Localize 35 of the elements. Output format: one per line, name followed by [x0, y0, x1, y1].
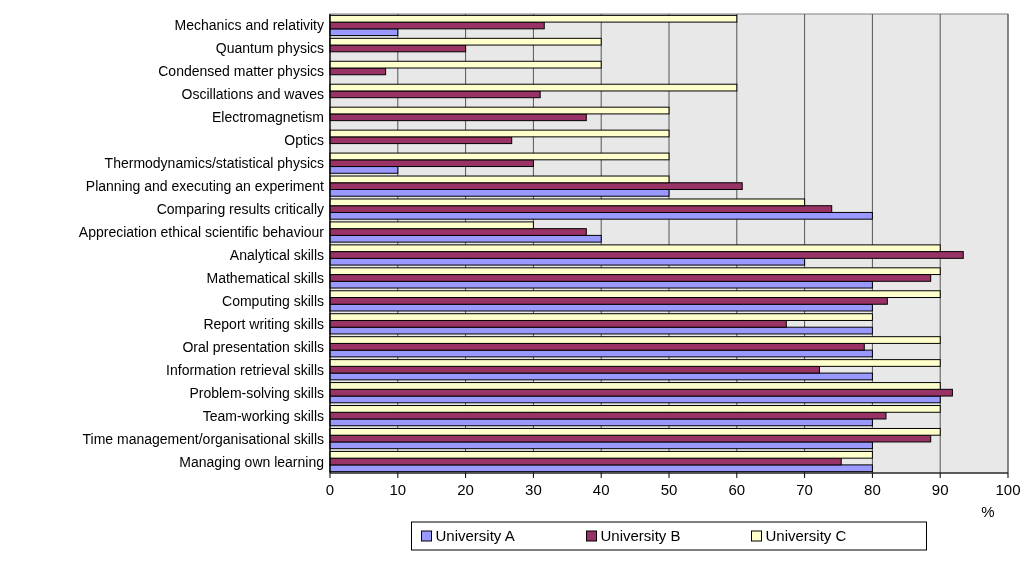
- legend-label: University B: [600, 527, 681, 544]
- y-tick-label: Computing skills: [222, 292, 324, 309]
- y-tick-label: Mechanics and relativity: [174, 17, 324, 34]
- y-tick-label: Comparing results critically: [156, 201, 324, 218]
- y-tick-label: Appreciation ethical scientific behaviour: [78, 224, 325, 241]
- x-axis-title: %: [981, 503, 995, 520]
- legend-label: University C: [765, 527, 847, 544]
- y-tick-label: Condensed matter physics: [158, 63, 324, 80]
- legend-label: University A: [435, 527, 515, 544]
- x-tick-label: 60: [728, 481, 746, 498]
- y-tick-label: Managing own learning: [179, 453, 324, 470]
- x-tick-label: 30: [525, 481, 542, 498]
- y-tick-label: Problem-solving skills: [189, 384, 324, 401]
- y-tick-label: Time management/organisational skills: [82, 430, 324, 447]
- x-tick-label: 0: [325, 481, 335, 498]
- y-tick-label: Optics: [284, 132, 324, 149]
- y-tick-label: Quantum physics: [215, 40, 324, 57]
- y-tick-label: Information retrieval skills: [166, 361, 324, 378]
- y-tick-label: Oscillations and waves: [181, 86, 324, 103]
- x-tick-label: 50: [660, 481, 678, 498]
- y-tick-label: Team-working skills: [202, 407, 324, 424]
- y-tick-label: Mathematical skills: [206, 269, 324, 286]
- y-tick-label: Thermodynamics/statistical physics: [104, 155, 324, 172]
- x-tick-label: 10: [389, 481, 407, 498]
- y-tick-label: Planning and executing an experiment: [85, 178, 325, 195]
- x-tick-label: 70: [796, 481, 813, 498]
- x-tick-label: 40: [592, 481, 610, 498]
- x-tick-label: 90: [931, 481, 949, 498]
- y-tick-label: Electromagnetism: [211, 109, 324, 126]
- x-tick-label: 20: [457, 481, 474, 498]
- y-tick-label: Oral presentation skills: [182, 338, 324, 355]
- x-tick-label: 80: [864, 481, 881, 498]
- y-tick-label: Analytical skills: [229, 246, 324, 263]
- y-tick-label: Report writing skills: [203, 315, 324, 332]
- x-tick-label: 100: [995, 481, 1021, 498]
